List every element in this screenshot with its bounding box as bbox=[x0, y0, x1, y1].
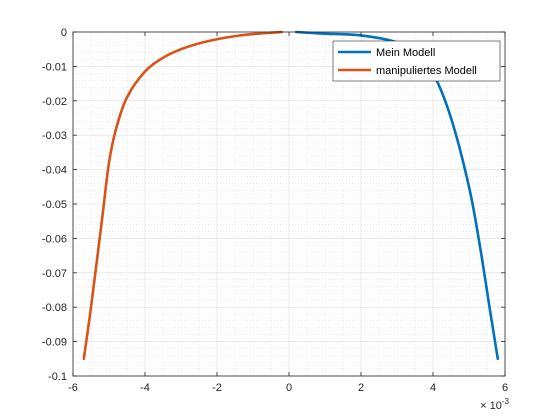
y-tick-label: -0.07 bbox=[42, 268, 67, 280]
y-tick-label: -0.06 bbox=[42, 233, 67, 245]
legend-label-manipuliertes-modell: manipuliertes Modell bbox=[376, 65, 477, 77]
x-axis-tick-labels: -6 -4 -2 0 2 4 6 bbox=[68, 382, 508, 394]
y-tick-label: -0.05 bbox=[42, 199, 67, 211]
legend-box bbox=[332, 40, 501, 82]
x-tick-label: -2 bbox=[212, 382, 222, 394]
legend-label-mein-modell: Mein Modell bbox=[376, 47, 435, 59]
x-exponent-power: -3 bbox=[502, 397, 510, 406]
x-exponent-base: × 10 bbox=[480, 400, 502, 412]
y-tick-label: -0.02 bbox=[42, 96, 67, 108]
y-tick-label: 0 bbox=[61, 27, 67, 39]
x-axis-exponent: × 10-3 bbox=[480, 397, 509, 412]
x-tick-label: 0 bbox=[286, 382, 292, 394]
y-tick-label: -0.1 bbox=[48, 371, 67, 383]
series-line-manipuliertes-modell bbox=[82, 30, 284, 361]
y-tick-label: -0.04 bbox=[42, 165, 67, 177]
y-tick-label: -0.08 bbox=[42, 302, 67, 314]
ticks-layer bbox=[72, 31, 506, 377]
y-axis-tick-labels: 0 -0.01 -0.02 -0.03 -0.04 -0.05 -0.06 -0.07 -0.0… bbox=[42, 27, 67, 383]
x-tick-label: -6 bbox=[68, 382, 78, 394]
y-tick-label: -0.09 bbox=[42, 337, 67, 349]
legend: Mein Modell manipuliertes Modell bbox=[332, 40, 501, 82]
y-tick-label: -0.01 bbox=[42, 61, 67, 73]
x-tick-label: 6 bbox=[502, 382, 508, 394]
x-tick-label: 4 bbox=[430, 382, 436, 394]
x-tick-label: 2 bbox=[358, 382, 364, 394]
x-tick-label: -4 bbox=[140, 382, 150, 394]
y-tick-label: -0.03 bbox=[42, 130, 67, 142]
